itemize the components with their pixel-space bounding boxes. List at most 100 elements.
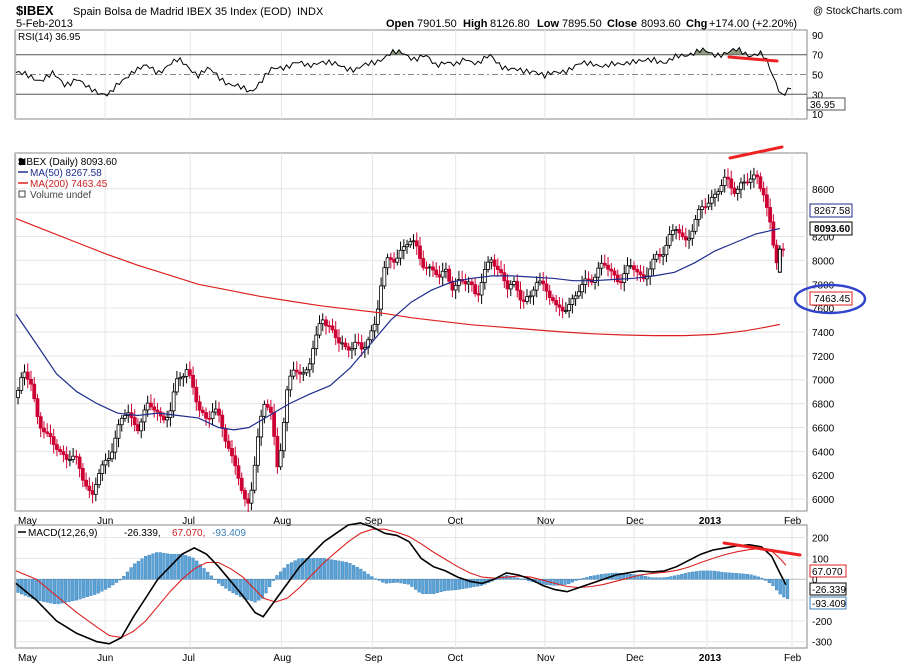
- macd-histogram-bar: [41, 579, 46, 602]
- macd-histogram-bar: [461, 579, 465, 589]
- candle-body: [739, 182, 743, 190]
- macd-histogram-bar: [665, 577, 669, 580]
- candle-body: [563, 310, 568, 313]
- candle-body: [16, 389, 20, 399]
- macd-histogram-bar: [136, 561, 140, 580]
- candle-body: [538, 280, 542, 284]
- price-tick-label: 8200: [812, 233, 835, 244]
- candle-body: [583, 278, 588, 285]
- candle-body: [320, 319, 325, 325]
- candle-body: [690, 230, 695, 239]
- candle-body: [606, 264, 610, 270]
- candle-body: [87, 485, 92, 491]
- macd-histogram-bar: [52, 579, 57, 605]
- candle-body: [278, 450, 283, 468]
- candle-body: [505, 280, 510, 290]
- candle-body: [223, 427, 228, 442]
- candle-body: [632, 265, 636, 270]
- candle-body: [233, 455, 238, 467]
- macd-histogram-bar: [100, 579, 104, 592]
- macd-histogram-bar: [753, 575, 757, 580]
- candle-body: [612, 270, 617, 276]
- candle-body: [337, 337, 341, 344]
- candle-body: [103, 459, 108, 466]
- macd-histogram-bar: [589, 576, 593, 580]
- svg-text:67.070: 67.070: [812, 567, 843, 578]
- macd-line: [15, 522, 787, 645]
- legend-price: $IBEX (Daily) 8093.60: [18, 157, 117, 168]
- legend-volume: Volume undef: [30, 190, 91, 201]
- macd-histogram-bar: [694, 571, 698, 580]
- macd-histogram-bar: [625, 573, 629, 580]
- macd-histogram-bar: [144, 556, 148, 580]
- candle-body: [735, 188, 740, 194]
- candle-body: [444, 268, 448, 272]
- candle-body: [781, 248, 785, 251]
- svg-text:7463.45: 7463.45: [814, 294, 851, 305]
- candle-body: [748, 178, 753, 183]
- price-tick-label: 6400: [812, 447, 835, 458]
- x-tick-label: Sep: [365, 516, 383, 527]
- candle-body: [706, 202, 711, 208]
- candle-body: [317, 323, 322, 336]
- macd-histogram-bar: [260, 579, 264, 599]
- macd-histogram-bar: [432, 579, 436, 594]
- candle-body: [343, 342, 348, 348]
- macd-histogram-bar: [184, 555, 188, 580]
- macd-histogram-bar: [563, 579, 567, 585]
- macd-histogram-bar: [738, 573, 742, 580]
- rsi-tick-label: 10: [812, 110, 824, 121]
- macd-histogram-bar: [373, 578, 378, 580]
- macd-histogram-bar: [173, 553, 177, 580]
- candle-body: [683, 236, 688, 241]
- candle-body: [100, 464, 105, 474]
- candle-body: [635, 269, 640, 273]
- candle-body: [777, 248, 782, 273]
- candle-body: [132, 417, 137, 426]
- candle-body: [742, 181, 747, 184]
- x-tick-label: 2013: [699, 653, 722, 664]
- candle-body: [648, 268, 653, 277]
- macd-histogram-bar: [403, 579, 407, 584]
- candle-body: [495, 265, 500, 271]
- candle-body: [709, 197, 714, 204]
- candle-body: [301, 372, 306, 375]
- macd-histogram-bar: [238, 579, 243, 597]
- candle-body: [554, 300, 559, 306]
- macd-tick-label: 100: [812, 554, 829, 565]
- candle-body: [667, 234, 672, 246]
- candle-body: [508, 284, 513, 290]
- price-layer: [15, 167, 785, 513]
- candle-body: [593, 276, 597, 283]
- candle-body: [119, 417, 124, 426]
- macd-histogram-bar: [293, 560, 297, 580]
- macd-histogram-bar: [716, 571, 720, 580]
- macd-histogram-bar: [89, 579, 93, 596]
- high-label: High: [463, 18, 488, 30]
- macd-histogram-bar: [217, 579, 221, 584]
- candle-body: [200, 409, 205, 413]
- macd-histogram-bar: [224, 579, 228, 589]
- macd-histogram-bar: [300, 558, 305, 580]
- candle-body: [680, 232, 685, 237]
- x-tick-label: Aug: [273, 653, 291, 664]
- candle-body: [531, 289, 536, 297]
- macd-histogram-bar: [198, 564, 202, 580]
- price-tick-label: 6800: [812, 400, 835, 411]
- macd-histogram-bar: [424, 579, 429, 594]
- chg-label: Chg: [686, 18, 707, 30]
- candle-body: [275, 435, 280, 468]
- candle-body: [311, 348, 315, 365]
- x-tick-label: Feb: [784, 516, 802, 527]
- candle-body: [64, 454, 69, 460]
- macd-histogram-bar: [366, 573, 370, 580]
- macd-histogram-bar: [541, 579, 545, 585]
- price-tick-label: 8000: [812, 256, 835, 267]
- candle-body: [226, 440, 231, 449]
- macd-value-label: -26.339: [809, 582, 847, 596]
- candle-body: [547, 290, 552, 299]
- x-tick-label: Aug: [273, 516, 291, 527]
- low-value: 7895.50: [562, 18, 602, 30]
- candle-body: [252, 464, 257, 491]
- ma200-value-label: 7463.45: [809, 291, 853, 306]
